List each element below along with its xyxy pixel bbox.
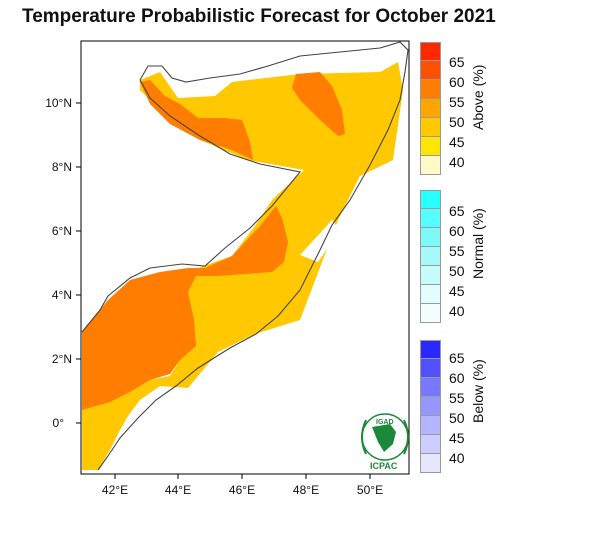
legend-normal-swatch — [420, 266, 441, 285]
legend-normal-colorbar — [420, 190, 442, 323]
legend-below-swatch — [420, 435, 441, 454]
legend-below-tick: 55 — [449, 390, 465, 406]
region-above-55-60-north — [292, 72, 345, 136]
map-frame — [80, 40, 410, 475]
legend-normal-tick: 45 — [449, 283, 465, 299]
legend-normal-tick: 60 — [449, 223, 465, 239]
lon-label-50e: 50°E — [356, 483, 384, 497]
legend-normal-swatch — [420, 209, 441, 228]
lon-label-48e: 48°E — [292, 483, 320, 497]
lat-label-2n: 2°N — [51, 352, 72, 366]
legend-above-tick: 45 — [449, 134, 465, 150]
legend-above-tick: 60 — [449, 74, 465, 90]
legend-below-swatch — [420, 397, 441, 416]
legend-normal-swatch — [420, 285, 441, 304]
lon-label-46e: 46°E — [228, 483, 256, 497]
legend-above-title: Above (%) — [470, 64, 486, 130]
legend-above-swatch — [420, 118, 441, 137]
region-above-55-60-south — [82, 206, 288, 410]
map-title: Temperature Probabilistic Forecast for O… — [22, 6, 496, 27]
legend-below-swatch — [420, 416, 441, 435]
axis-ticks — [76, 102, 371, 479]
legend-below-tick: 65 — [449, 350, 465, 366]
region-above-55-60-coast — [140, 80, 253, 160]
lon-label-44e: 44°E — [164, 483, 192, 497]
logo-top-text: IGAD — [376, 419, 394, 426]
legend-normal-tick: 40 — [449, 303, 465, 319]
legend-normal-tick: 55 — [449, 243, 465, 259]
legend-above-swatch — [420, 42, 441, 61]
region-no-signal — [300, 220, 340, 262]
legend-normal-tick: 50 — [449, 263, 465, 279]
legend-below-tick: 50 — [449, 410, 465, 426]
legend-above-tick: 55 — [449, 94, 465, 110]
legend-below-colorbar — [420, 340, 442, 473]
legend-below-title: Below (%) — [470, 359, 486, 423]
legend-below-tick: 60 — [449, 370, 465, 386]
legend-above-swatch — [420, 137, 441, 156]
legend-normal-title: Normal (%) — [470, 208, 486, 279]
legend-above-swatch — [420, 80, 441, 99]
legend-normal-swatch — [420, 304, 441, 323]
legend-below-tick: 40 — [449, 450, 465, 466]
lat-label-0: 0° — [52, 416, 64, 430]
legend-above-tick: 40 — [449, 154, 465, 170]
legend-normal-swatch — [420, 228, 441, 247]
lat-label-8n: 8°N — [51, 160, 72, 174]
legend-below-swatch — [420, 378, 441, 397]
legend-normal-swatch — [420, 247, 441, 266]
legend-above-swatch — [420, 156, 441, 175]
lon-label-42e: 42°E — [101, 483, 129, 497]
country-border — [81, 41, 409, 471]
legend-above-swatch — [420, 61, 441, 80]
legend-below-swatch — [420, 359, 441, 378]
legend-below-swatch — [420, 454, 441, 473]
legend-above-tick: 50 — [449, 114, 465, 130]
logo-bottom-text: ICPAC — [370, 461, 398, 471]
lat-label-4n: 4°N — [51, 288, 72, 302]
lat-label-10n: 10°N — [45, 96, 72, 110]
legend-normal-tick: 65 — [449, 203, 465, 219]
icpac-logo — [361, 413, 409, 461]
legend-above-colorbar — [420, 42, 442, 175]
legend-below-swatch — [420, 340, 441, 359]
legend-above-swatch — [420, 99, 441, 118]
legend-below-tick: 45 — [449, 430, 465, 446]
lat-label-6n: 6°N — [51, 224, 72, 238]
legend-normal-swatch — [420, 190, 441, 209]
legend-above-tick: 65 — [449, 54, 465, 70]
